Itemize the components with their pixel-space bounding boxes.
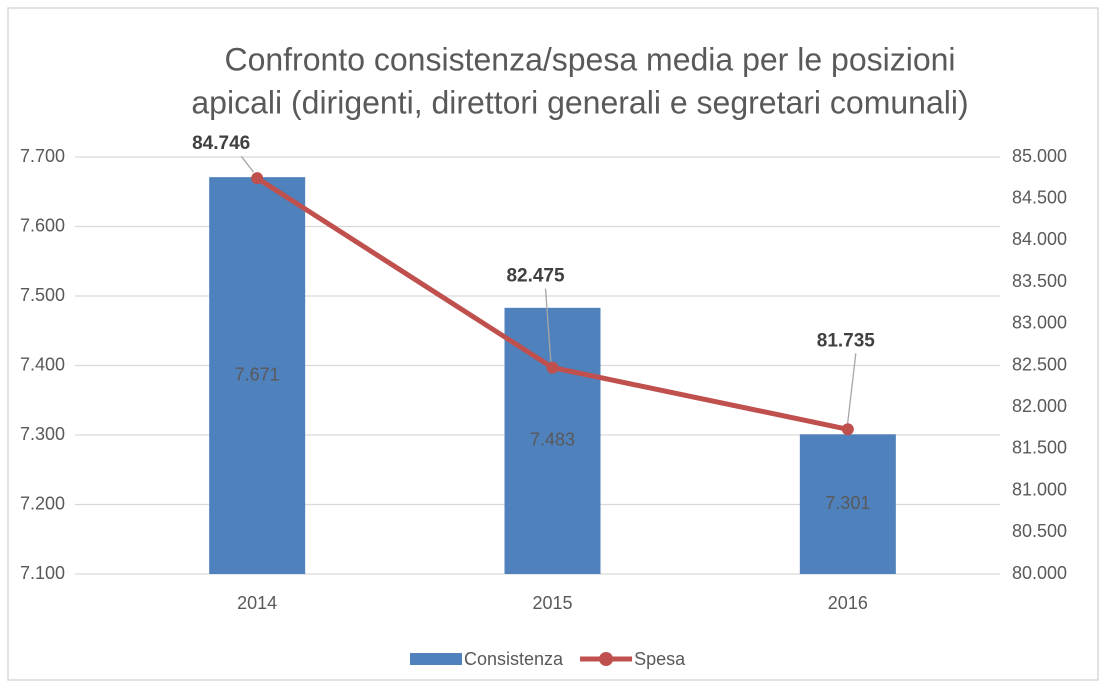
y2-tick-label: 80.000 <box>1012 563 1067 583</box>
y2-tick-label: 81.000 <box>1012 479 1067 499</box>
bar-value-label: 7.671 <box>235 364 280 384</box>
y2-tick-label: 83.500 <box>1012 271 1067 291</box>
line-point <box>251 172 264 185</box>
legend-swatch <box>410 653 462 665</box>
bar-value-label: 7.301 <box>825 493 870 513</box>
leader-line <box>846 353 857 424</box>
bar <box>504 307 601 574</box>
y2-tick-label: 85.000 <box>1012 146 1067 166</box>
y-tick-label: 7.600 <box>20 215 65 235</box>
y-tick-label: 7.200 <box>20 493 65 513</box>
leader-line <box>544 288 552 362</box>
y-tick-label: 7.100 <box>20 563 65 583</box>
y2-tick-label: 82.000 <box>1012 396 1067 416</box>
x-tick-label: 2015 <box>532 593 572 613</box>
line-value-label: 82.475 <box>506 266 565 287</box>
bar <box>209 177 306 574</box>
bar <box>799 434 896 574</box>
y-tick-label: 7.500 <box>20 285 65 305</box>
line-value-label: 84.746 <box>192 133 250 154</box>
line-value-label: 81.735 <box>817 330 876 351</box>
legend-label: Consistenza <box>464 649 564 669</box>
y2-tick-label: 82.500 <box>1012 354 1067 374</box>
leader-line <box>240 155 255 173</box>
legend-swatch <box>599 652 614 666</box>
y2-tick-label: 83.000 <box>1012 313 1067 333</box>
x-tick-label: 2014 <box>237 593 277 613</box>
y-tick-label: 7.700 <box>20 146 65 166</box>
y2-tick-label: 84.500 <box>1012 187 1067 207</box>
y-tick-label: 7.300 <box>20 424 65 444</box>
line-point <box>546 361 559 374</box>
x-tick-label: 2016 <box>828 593 868 613</box>
y2-tick-label: 80.500 <box>1012 521 1067 541</box>
y-tick-label: 7.400 <box>20 354 65 374</box>
y2-tick-label: 81.500 <box>1012 438 1067 458</box>
y2-tick-label: 84.000 <box>1012 229 1067 249</box>
line-point <box>841 423 854 436</box>
legend-label: Spesa <box>634 649 686 669</box>
bar-value-label: 7.483 <box>530 430 575 450</box>
chart-title: Confronto consistenza/spesa media per le… <box>224 41 955 77</box>
chart-title: apicali (dirigenti, direttori generali e… <box>191 84 968 120</box>
